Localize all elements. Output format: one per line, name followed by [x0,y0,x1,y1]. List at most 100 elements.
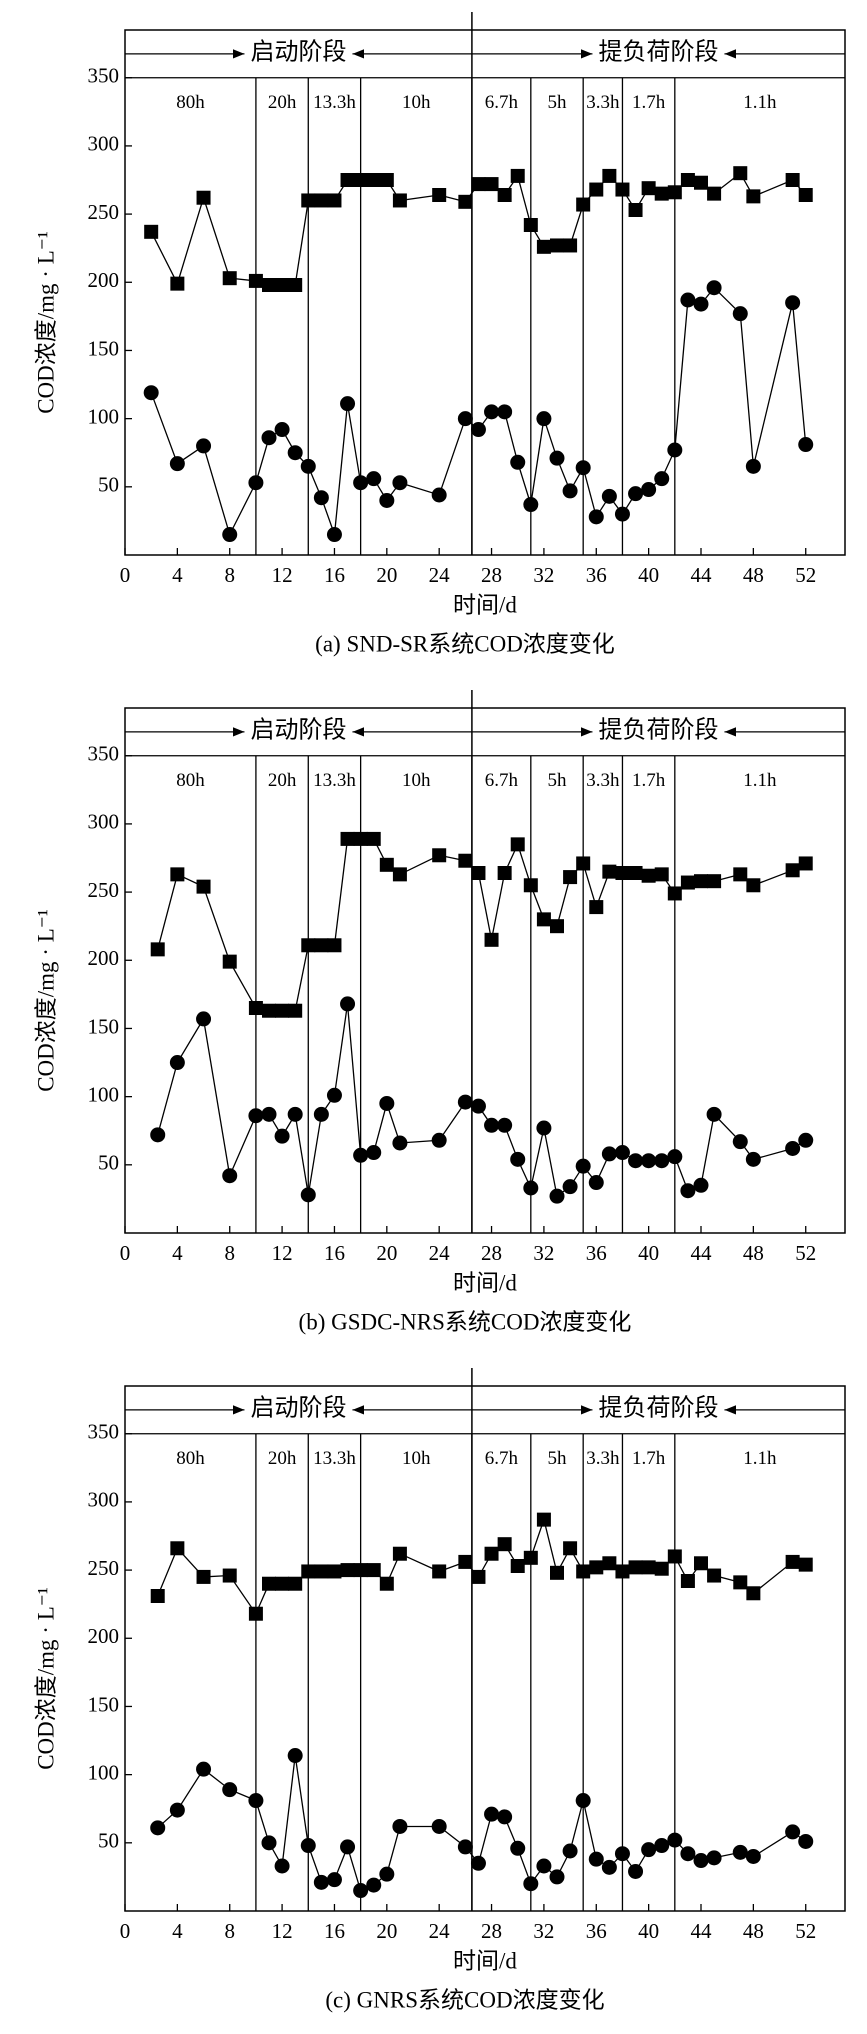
marker-square [327,938,342,953]
y-tick-label: 100 [88,404,120,428]
marker-square [392,193,407,208]
marker-circle [798,1833,814,1849]
marker-square [248,273,263,288]
x-tick-label: 12 [272,1241,293,1265]
marker-square [353,831,368,846]
marker-square [602,168,617,183]
marker-circle [261,1835,277,1851]
marker-square [314,193,329,208]
series-line [157,838,806,1012]
marker-square [458,1554,473,1569]
y-tick-label: 150 [88,336,120,360]
marker-circle [379,492,395,508]
marker-circle [549,1188,565,1204]
marker-circle [392,1818,408,1834]
x-tick-label: 16 [324,563,345,587]
x-tick-label: 8 [224,563,235,587]
marker-square [366,1563,381,1578]
marker-circle [693,1853,709,1869]
marker-square [654,186,669,201]
marker-square [379,173,394,187]
hrt-label: 5h [548,92,568,113]
marker-circle [222,527,238,543]
marker-square [576,856,591,871]
marker-circle [379,1095,395,1111]
y-axis-label: COD浓度/mg · L⁻¹ [33,1587,58,1770]
marker-square [563,238,578,253]
y-tick-label: 200 [88,946,120,970]
hrt-label: 80h [176,92,205,113]
marker-square [798,1557,813,1572]
marker-square [680,875,695,890]
marker-square [707,874,722,889]
marker-square [170,1541,185,1556]
marker-circle [366,1145,382,1161]
hrt-label: 1.7h [632,770,666,791]
marker-circle [457,1094,473,1110]
marker-square [471,177,486,192]
phase-label: 提负荷阶段 [598,1394,718,1421]
marker-circle [248,475,264,491]
marker-circle [614,1145,630,1161]
marker-square [667,886,682,901]
marker-square [654,1561,669,1576]
marker-square [327,1564,342,1579]
phase-label: 启动阶段 [250,38,346,65]
marker-square [746,189,761,204]
marker-circle [536,1120,552,1136]
x-tick-label: 32 [533,1919,554,1943]
marker-square [510,1559,525,1573]
marker-square [458,194,473,209]
caption: (a) SND-SR系统COD浓度变化 [315,631,615,656]
hrt-label: 1.7h [632,1448,666,1469]
marker-circle [523,1180,539,1196]
marker-circle [536,411,552,427]
marker-square [733,867,748,882]
marker-square [353,173,368,187]
marker-circle [601,488,617,504]
marker-square [340,1563,355,1578]
x-tick-label: 28 [481,563,502,587]
marker-square [550,919,564,934]
marker-square [484,177,499,192]
marker-square [497,1537,512,1552]
marker-circle [706,1850,722,1866]
marker-square [340,173,355,187]
marker-square [798,188,813,202]
marker-circle [562,1179,578,1195]
marker-circle [732,1844,748,1860]
y-tick-label: 50 [98,1829,119,1853]
hrt-label: 3.3h [586,92,620,113]
y-tick-label: 150 [88,1692,120,1716]
marker-square [392,867,407,882]
marker-circle [261,1106,277,1122]
x-tick-label: 24 [429,1919,451,1943]
x-tick-label: 24 [429,1241,451,1265]
marker-circle [313,490,329,506]
marker-circle [497,1117,513,1133]
marker-circle [470,1098,486,1114]
hrt-label: 20h [268,770,297,791]
marker-square [746,878,761,893]
y-tick-label: 350 [88,1420,120,1444]
marker-square [576,197,591,212]
marker-circle [340,396,356,412]
marker-square [785,863,800,878]
hrt-label: 5h [548,1448,568,1469]
plot-frame [124,707,846,1234]
marker-square [150,1589,165,1603]
marker-circle [196,1011,212,1027]
marker-circle [300,458,316,474]
marker-circle [287,1748,303,1764]
marker-square [366,831,381,846]
marker-circle [693,1177,709,1193]
x-tick-label: 32 [533,563,554,587]
marker-square [248,1001,263,1015]
marker-circle [353,475,369,491]
marker-square [288,1576,303,1591]
x-tick-label: 16 [324,1241,345,1265]
marker-circle [150,1820,166,1836]
marker-circle [143,385,159,401]
y-tick-label: 300 [88,132,120,156]
